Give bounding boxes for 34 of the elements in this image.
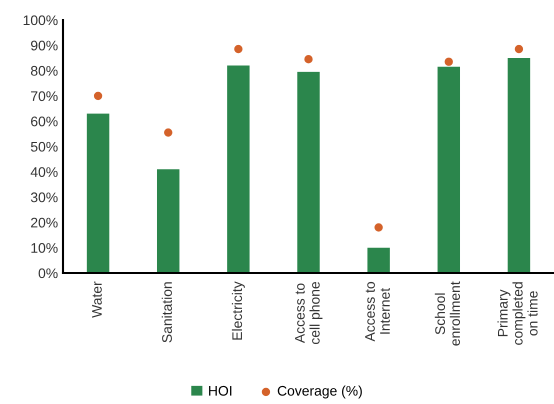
point <box>374 223 383 232</box>
point <box>164 128 172 137</box>
point <box>444 58 453 66</box>
point <box>94 92 102 100</box>
bar <box>156 169 180 273</box>
x-tick-label: School enrollment <box>434 281 460 346</box>
y-tick-label: 80% <box>30 66 58 76</box>
point <box>304 55 313 64</box>
bar <box>508 58 530 273</box>
y-tick-label: 30% <box>30 192 58 202</box>
x-tick-label: Access to cell phone <box>295 282 322 344</box>
x-tick-label: Water <box>92 282 102 318</box>
bar <box>86 114 110 273</box>
bar <box>227 66 250 273</box>
y-tick-label: 90% <box>30 40 58 50</box>
y-tick-label: 10% <box>31 243 58 253</box>
bar <box>438 66 460 273</box>
legend-label: Coverage (%) <box>278 386 362 398</box>
x-tick-label: Sanitation <box>162 282 172 342</box>
y-tick-label: 100% <box>24 15 58 26</box>
point <box>514 44 524 54</box>
legend-label: HOI <box>209 386 232 396</box>
bar <box>367 248 390 273</box>
y-tick-label: 40% <box>30 167 58 177</box>
y-tick-label: 70% <box>31 91 58 102</box>
x-tick-label: Electricity <box>232 281 245 340</box>
x-tick-label: Access to Internet <box>365 282 390 342</box>
y-tick-label: 50% <box>30 142 58 152</box>
y-tick-label: 20% <box>31 218 58 228</box>
bar <box>297 72 320 273</box>
x-tick-label: Primary completed on time <box>497 282 538 345</box>
y-tick-label: 60% <box>31 116 58 126</box>
y-tick-label: 0% <box>38 268 58 278</box>
point <box>234 44 243 54</box>
